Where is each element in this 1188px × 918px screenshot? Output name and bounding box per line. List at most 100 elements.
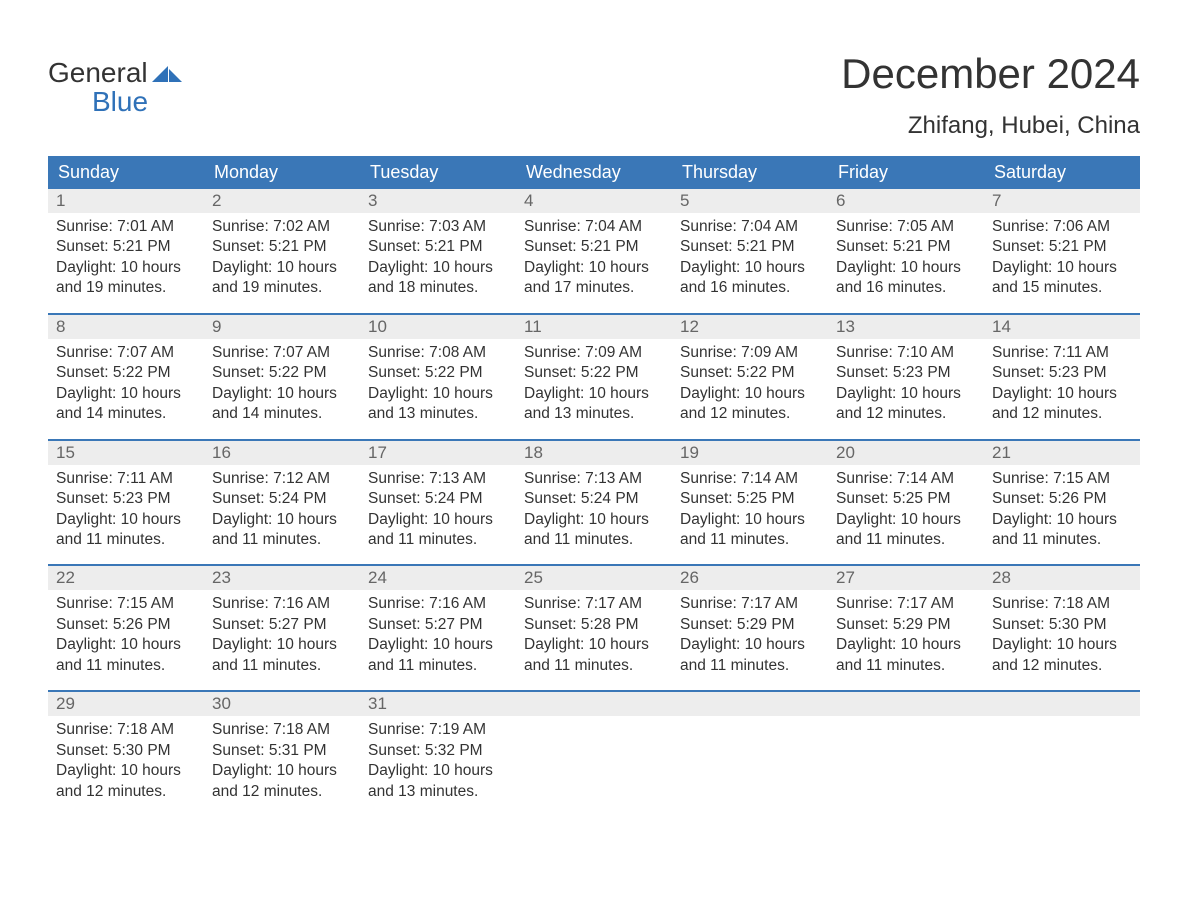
daylight-line: Daylight: 10 hours and 12 minutes.: [56, 761, 196, 802]
sunrise-line: Sunrise: 7:05 AM: [836, 217, 976, 237]
day-details: Sunrise: 7:11 AMSunset: 5:23 PMDaylight:…: [48, 465, 204, 565]
day-details: Sunrise: 7:09 AMSunset: 5:22 PMDaylight:…: [516, 339, 672, 439]
day-details: Sunrise: 7:17 AMSunset: 5:29 PMDaylight:…: [828, 590, 984, 690]
calendar-day: 22Sunrise: 7:15 AMSunset: 5:26 PMDayligh…: [48, 566, 204, 690]
dow-saturday: Saturday: [984, 156, 1140, 189]
daylight-line: Daylight: 10 hours and 18 minutes.: [368, 258, 508, 299]
day-number: 15: [48, 441, 204, 465]
sunrise-line: Sunrise: 7:02 AM: [212, 217, 352, 237]
day-number: 27: [828, 566, 984, 590]
daylight-line: Daylight: 10 hours and 13 minutes.: [524, 384, 664, 425]
sunset-line: Sunset: 5:23 PM: [836, 363, 976, 383]
day-number: [984, 692, 1140, 716]
calendar-day: [828, 692, 984, 816]
calendar-day: 27Sunrise: 7:17 AMSunset: 5:29 PMDayligh…: [828, 566, 984, 690]
calendar-day: 14Sunrise: 7:11 AMSunset: 5:23 PMDayligh…: [984, 315, 1140, 439]
calendar-day: 21Sunrise: 7:15 AMSunset: 5:26 PMDayligh…: [984, 441, 1140, 565]
day-number: 10: [360, 315, 516, 339]
sunrise-line: Sunrise: 7:14 AM: [680, 469, 820, 489]
daylight-line: Daylight: 10 hours and 16 minutes.: [836, 258, 976, 299]
dow-thursday: Thursday: [672, 156, 828, 189]
calendar-day: 11Sunrise: 7:09 AMSunset: 5:22 PMDayligh…: [516, 315, 672, 439]
day-number: 14: [984, 315, 1140, 339]
calendar-day: 20Sunrise: 7:14 AMSunset: 5:25 PMDayligh…: [828, 441, 984, 565]
calendar-day: 24Sunrise: 7:16 AMSunset: 5:27 PMDayligh…: [360, 566, 516, 690]
sunrise-line: Sunrise: 7:04 AM: [680, 217, 820, 237]
daylight-line: Daylight: 10 hours and 12 minutes.: [992, 635, 1132, 676]
sunset-line: Sunset: 5:29 PM: [836, 615, 976, 635]
sunrise-line: Sunrise: 7:16 AM: [368, 594, 508, 614]
daylight-line: Daylight: 10 hours and 11 minutes.: [680, 635, 820, 676]
weeks-container: 1Sunrise: 7:01 AMSunset: 5:21 PMDaylight…: [48, 189, 1140, 816]
calendar: Sunday Monday Tuesday Wednesday Thursday…: [48, 156, 1140, 816]
calendar-day: 31Sunrise: 7:19 AMSunset: 5:32 PMDayligh…: [360, 692, 516, 816]
daylight-line: Daylight: 10 hours and 11 minutes.: [836, 510, 976, 551]
day-details: Sunrise: 7:19 AMSunset: 5:32 PMDaylight:…: [360, 716, 516, 816]
dow-tuesday: Tuesday: [360, 156, 516, 189]
calendar-day: 23Sunrise: 7:16 AMSunset: 5:27 PMDayligh…: [204, 566, 360, 690]
sunset-line: Sunset: 5:21 PM: [212, 237, 352, 257]
day-number: 22: [48, 566, 204, 590]
calendar-day: 10Sunrise: 7:08 AMSunset: 5:22 PMDayligh…: [360, 315, 516, 439]
daylight-line: Daylight: 10 hours and 14 minutes.: [56, 384, 196, 425]
day-details: Sunrise: 7:08 AMSunset: 5:22 PMDaylight:…: [360, 339, 516, 439]
sunrise-line: Sunrise: 7:03 AM: [368, 217, 508, 237]
calendar-day: 19 Sunrise: 7:14 AMSunset: 5:25 PMDayligh…: [672, 441, 828, 565]
sunset-line: Sunset: 5:21 PM: [368, 237, 508, 257]
sunrise-line: Sunrise: 7:09 AM: [524, 343, 664, 363]
day-number: 26: [672, 566, 828, 590]
day-number: 9: [204, 315, 360, 339]
daylight-line: Daylight: 10 hours and 11 minutes.: [992, 510, 1132, 551]
day-number: [672, 692, 828, 716]
sunrise-line: Sunrise: 7:01 AM: [56, 217, 196, 237]
calendar-day: 1Sunrise: 7:01 AMSunset: 5:21 PMDaylight…: [48, 189, 204, 313]
day-number: 23: [204, 566, 360, 590]
day-number: 20: [828, 441, 984, 465]
daylight-line: Daylight: 10 hours and 15 minutes.: [992, 258, 1132, 299]
calendar-week: 29Sunrise: 7:18 AMSunset: 5:30 PMDayligh…: [48, 690, 1140, 816]
daylight-line: Daylight: 10 hours and 11 minutes.: [524, 510, 664, 551]
sunset-line: Sunset: 5:23 PM: [992, 363, 1132, 383]
calendar-day: [516, 692, 672, 816]
day-number: 25: [516, 566, 672, 590]
calendar-day: 13Sunrise: 7:10 AMSunset: 5:23 PMDayligh…: [828, 315, 984, 439]
day-number: 31: [360, 692, 516, 716]
sunrise-line: Sunrise: 7:13 AM: [524, 469, 664, 489]
day-number: 19: [672, 441, 828, 465]
day-details: Sunrise: 7:07 AMSunset: 5:22 PMDaylight:…: [48, 339, 204, 439]
day-number: [828, 692, 984, 716]
sunrise-line: Sunrise: 7:09 AM: [680, 343, 820, 363]
calendar-day: 17Sunrise: 7:13 AMSunset: 5:24 PMDayligh…: [360, 441, 516, 565]
sunrise-line: Sunrise: 7:15 AM: [56, 594, 196, 614]
sunset-line: Sunset: 5:25 PM: [836, 489, 976, 509]
sunset-line: Sunset: 5:25 PM: [680, 489, 820, 509]
sunset-line: Sunset: 5:30 PM: [56, 741, 196, 761]
dow-monday: Monday: [204, 156, 360, 189]
daylight-line: Daylight: 10 hours and 12 minutes.: [836, 384, 976, 425]
calendar-week: 22Sunrise: 7:15 AMSunset: 5:26 PMDayligh…: [48, 564, 1140, 690]
sunset-line: Sunset: 5:27 PM: [368, 615, 508, 635]
daylight-line: Daylight: 10 hours and 17 minutes.: [524, 258, 664, 299]
calendar-day: 25Sunrise: 7:17 AMSunset: 5:28 PMDayligh…: [516, 566, 672, 690]
sunrise-line: Sunrise: 7:11 AM: [992, 343, 1132, 363]
sunset-line: Sunset: 5:29 PM: [680, 615, 820, 635]
sunset-line: Sunset: 5:23 PM: [56, 489, 196, 509]
day-number: 30: [204, 692, 360, 716]
dow-friday: Friday: [828, 156, 984, 189]
sunset-line: Sunset: 5:22 PM: [680, 363, 820, 383]
sunset-line: Sunset: 5:22 PM: [524, 363, 664, 383]
daylight-line: Daylight: 10 hours and 19 minutes.: [212, 258, 352, 299]
calendar-day: 9Sunrise: 7:07 AMSunset: 5:22 PMDaylight…: [204, 315, 360, 439]
sunset-line: Sunset: 5:30 PM: [992, 615, 1132, 635]
day-number: 17: [360, 441, 516, 465]
sunset-line: Sunset: 5:28 PM: [524, 615, 664, 635]
daylight-line: Daylight: 10 hours and 11 minutes.: [524, 635, 664, 676]
day-number: 13: [828, 315, 984, 339]
sunrise-line: Sunrise: 7:07 AM: [212, 343, 352, 363]
daylight-line: Daylight: 10 hours and 11 minutes.: [680, 510, 820, 551]
logo: General Blue: [48, 58, 182, 117]
calendar-day: 6Sunrise: 7:05 AMSunset: 5:21 PMDaylight…: [828, 189, 984, 313]
day-details: Sunrise: 7:14 AMSunset: 5:25 PMDaylight:…: [828, 465, 984, 565]
day-details: Sunrise: 7:02 AMSunset: 5:21 PMDaylight:…: [204, 213, 360, 313]
daylight-line: Daylight: 10 hours and 12 minutes.: [212, 761, 352, 802]
